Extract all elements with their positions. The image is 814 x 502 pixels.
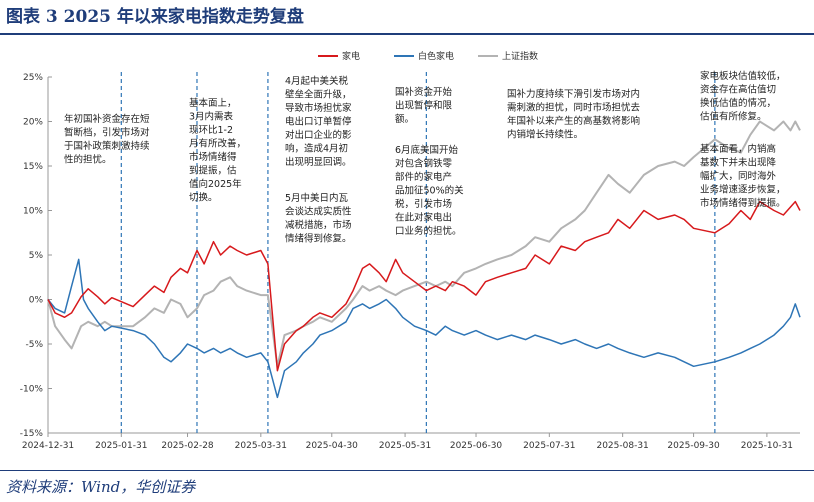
annotation-text: 电出口订单暂停 (285, 116, 352, 128)
annotation-text: 值向2025年 (189, 178, 242, 190)
x-tick-label: 2025-02-28 (161, 441, 214, 451)
annotation-text: 6月底美国开始 (395, 144, 459, 156)
annotation-text: 5月中美日内瓦 (285, 192, 349, 204)
x-tick-label: 2025-08-31 (596, 441, 648, 451)
legend-label: 家电 (342, 50, 360, 62)
annotation-text: 额。 (395, 113, 414, 125)
x-tick-label: 2025-01-31 (95, 441, 147, 451)
x-tick-label: 2025-06-30 (450, 441, 503, 451)
y-tick-label: 5% (29, 251, 44, 261)
y-tick-label: 25% (23, 73, 43, 83)
annotation-text: 3月内需表 (189, 111, 234, 123)
y-tick-label: -5% (25, 340, 43, 350)
annotation-text: 部件的家电产 (395, 171, 452, 183)
annotation-text: 导致市场担忧家 (285, 102, 352, 114)
source-note: 资料来源：Wind，华创证券 (6, 478, 196, 496)
annotation-text: 幅扩大，同时海外 (700, 170, 777, 182)
annotation-text: 情绪得到修复。 (285, 233, 352, 245)
x-tick-label: 2025-05-31 (379, 441, 431, 451)
annotation-text: 出现暂停和限 (395, 100, 453, 112)
annotation-text: 在此对家电出 (395, 212, 452, 224)
annotation-text: 暂断档，引发市场对 (64, 127, 150, 139)
annotation-text: 年初国补资金存在短 (64, 113, 150, 125)
annotation-text: 到提振，估 (189, 165, 237, 177)
annotation-text: 家电板块估值较低， (700, 70, 786, 82)
annotation-text: 基本面上， (189, 97, 237, 109)
annotation-text: 年国补以来产生的高基数将影响 (507, 115, 640, 127)
x-tick-label: 2024-12-31 (22, 441, 74, 451)
annotation-text: 基本面看，内销高 (700, 143, 776, 155)
series-line-1 (47, 258, 801, 399)
annotation-text: 对包含钢铁零 (395, 158, 453, 170)
annotation-text: 税，引发市场 (395, 198, 452, 210)
annotation-text: 月有所改善， (189, 138, 246, 150)
annotation-text: 口业务的担忧。 (395, 225, 462, 237)
figure-title: 图表 3 2025 年以来家电指数走势复盘 (6, 7, 304, 27)
annotation-text: 内销增长持续性。 (507, 129, 583, 141)
annotation-text: 换低估值的情况， (700, 97, 776, 109)
annotation-text: 市场情绪得 (189, 151, 237, 163)
x-tick-label: 2025-07-31 (523, 441, 575, 451)
annotation-text: 响，造成4月初 (285, 143, 348, 155)
series-line-0 (47, 200, 801, 372)
title-divider (0, 33, 814, 35)
annotation-text: 切换。 (189, 192, 218, 204)
annotation-text: 国补资金开始 (395, 86, 453, 98)
y-tick-label: 10% (23, 207, 43, 217)
legend-label: 上证指数 (502, 50, 538, 62)
legend-label: 白色家电 (418, 50, 454, 62)
annotation-text: 会谈达成实质性 (285, 206, 352, 218)
annotation-text: 于国补政策刺激持续 (64, 140, 150, 152)
annotation-text: 出现明显回调。 (285, 156, 352, 168)
annotation-text: 对出口企业的影 (285, 129, 352, 141)
line-chart: 25% 20% 15% 10% 5% 0% -5% -10% -15% 2024-12-31 202… (20, 50, 801, 451)
x-tick-label: 2025-10-31 (741, 441, 793, 451)
annotation-text: 市场情绪得到提振。 (700, 197, 786, 209)
annotation-text: 国补力度持续下滑引发市场对内 (507, 88, 640, 100)
annotation-text: 4月起中美关税 (285, 75, 349, 87)
annotation-text: 业务增速逐步恢复， (700, 184, 786, 196)
series-line-2 (47, 120, 801, 368)
annotation-text: 现环比1-2 (189, 124, 233, 136)
annotation-text: 需刺激的担忧，同时市场担忧去 (507, 102, 641, 114)
x-tick-label: 2025-03-31 (235, 441, 287, 451)
annotation-text: 估值有所修复。 (700, 111, 767, 123)
footer-divider (0, 470, 814, 471)
x-tick-label: 2025-04-30 (306, 441, 359, 451)
annotation-text: 减税措施，市场 (285, 219, 352, 231)
annotation-text: 性的担忧。 (64, 154, 112, 166)
y-tick-label: 0% (29, 296, 44, 306)
y-tick-label: 20% (23, 118, 43, 128)
annotation-text: 基数下并未出现降 (700, 157, 777, 169)
annotation-text: 壁垒全面升级， (285, 89, 352, 101)
y-tick-label: 15% (23, 162, 43, 172)
x-tick-label: 2025-09-30 (667, 441, 720, 451)
annotation-text: 品加征50%的关 (395, 185, 464, 197)
annotation-text: 资金存在高估值切 (700, 84, 776, 96)
y-tick-label: -15% (20, 429, 44, 439)
y-tick-label: -10% (20, 385, 44, 395)
